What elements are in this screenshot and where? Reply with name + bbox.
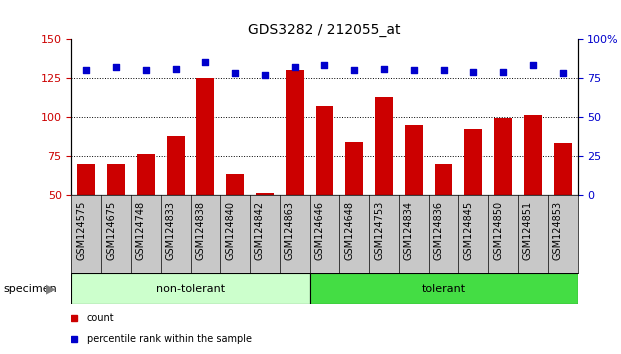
Point [141,67,151,73]
Text: GSM124753: GSM124753 [374,201,384,260]
Bar [71,273,310,304]
Text: GSM124675: GSM124675 [106,201,116,260]
Text: GSM124648: GSM124648 [344,201,354,260]
Point [468,69,478,74]
Text: GSM124842: GSM124842 [255,201,265,260]
Bar [137,154,155,195]
Bar [107,164,125,195]
Text: GSM124845: GSM124845 [463,201,473,260]
Text: tolerant: tolerant [422,284,466,293]
Bar [166,136,184,195]
Point [260,72,270,78]
Text: GSM124748: GSM124748 [136,201,146,260]
Point [201,59,211,65]
Bar [196,78,214,195]
Bar [256,193,274,195]
Bar [310,273,578,304]
Text: percentile rank within the sample: percentile rank within the sample [86,334,252,344]
Text: GSM124851: GSM124851 [523,201,533,260]
Point [111,64,121,70]
Point [319,63,329,68]
Title: GDS3282 / 212055_at: GDS3282 / 212055_at [248,23,401,36]
Point [349,67,359,73]
Text: non-tolerant: non-tolerant [156,284,225,293]
Bar [345,142,363,195]
Text: GSM124850: GSM124850 [493,201,503,260]
Bar [315,106,333,195]
Point [230,70,240,76]
Text: GSM124834: GSM124834 [404,201,414,260]
Bar [494,118,512,195]
Point [498,69,508,74]
Bar [226,175,244,195]
Point [438,67,448,73]
Text: GSM124838: GSM124838 [196,201,206,260]
Text: specimen: specimen [3,284,57,293]
Text: GSM124836: GSM124836 [433,201,443,260]
Text: GSM124853: GSM124853 [553,201,563,260]
Bar [375,97,393,195]
Bar [465,129,483,195]
Point [558,70,568,76]
Point [81,67,91,73]
Point [379,66,389,72]
Bar [405,125,423,195]
Text: ▶: ▶ [46,282,56,295]
Bar [286,70,304,195]
Point [290,64,300,70]
Point [409,67,419,73]
Text: GSM124575: GSM124575 [76,201,86,260]
Point [528,63,538,68]
Text: GSM124646: GSM124646 [314,201,324,260]
Bar [554,143,571,195]
Text: GSM124833: GSM124833 [166,201,176,260]
Bar [78,164,95,195]
Text: count: count [86,313,114,323]
Bar [435,164,453,195]
Text: GSM124863: GSM124863 [284,201,295,260]
Bar [524,115,542,195]
Point [171,66,181,72]
Text: GSM124840: GSM124840 [225,201,235,260]
